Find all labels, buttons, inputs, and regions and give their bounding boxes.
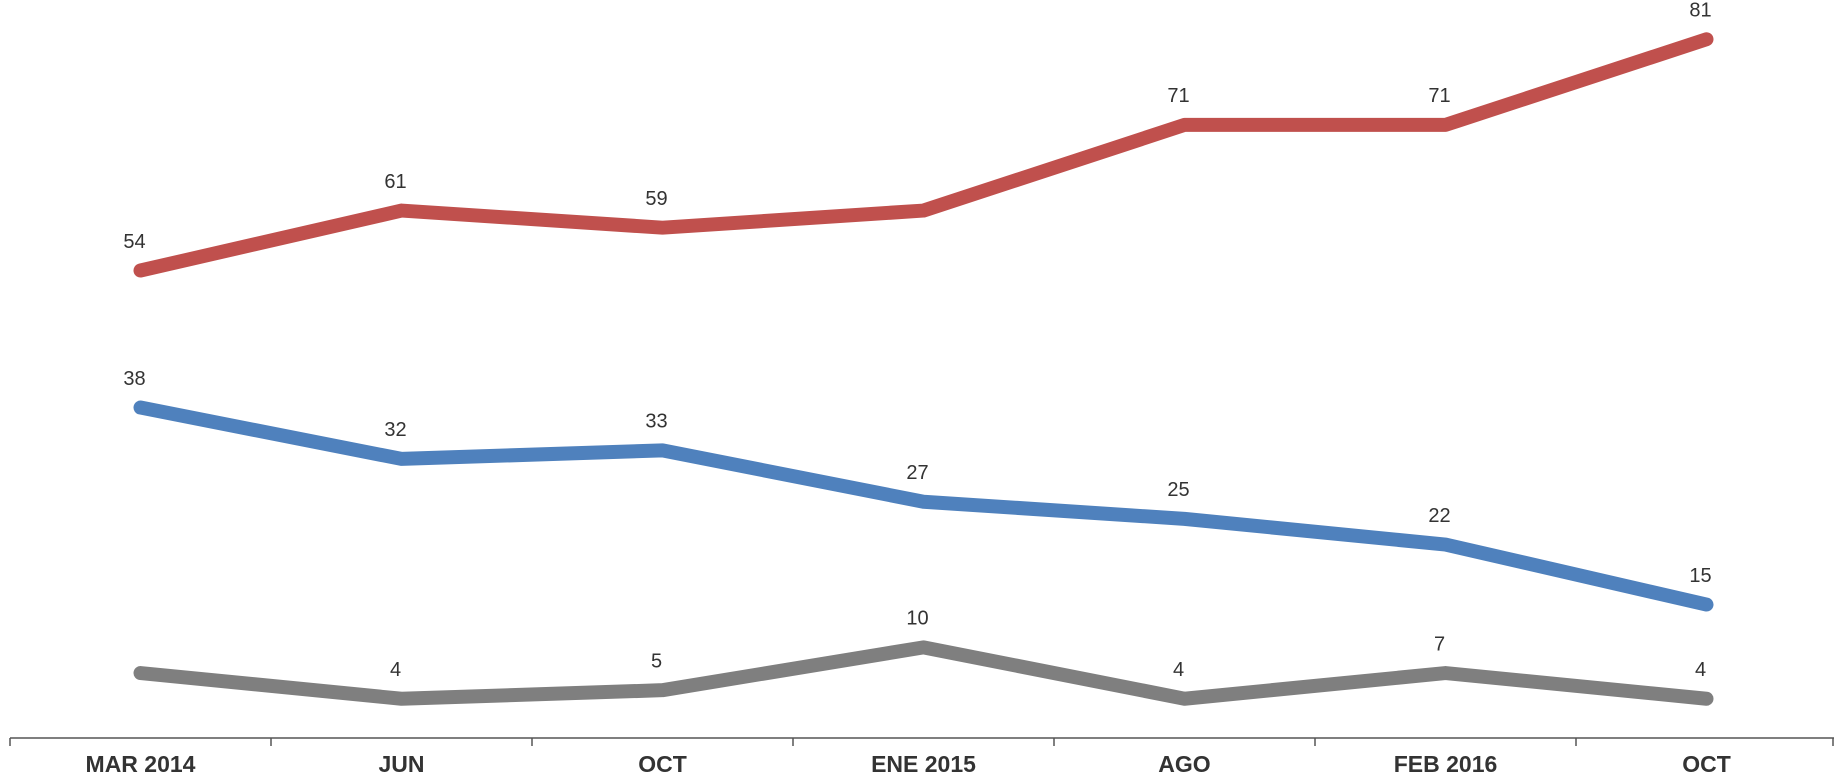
data-label: 22: [1428, 505, 1450, 527]
series-line: [133, 640, 1714, 706]
data-label: 38: [123, 368, 145, 390]
data-label: 81: [1689, 0, 1711, 22]
data-label: 59: [645, 188, 667, 210]
data-label: 4: [1695, 659, 1706, 681]
x-tick-label: AGO: [1158, 751, 1210, 777]
series-line: [133, 32, 1714, 278]
data-label: 7: [1434, 633, 1445, 655]
x-tick-label: ENE 2015: [871, 751, 976, 777]
data-label: 61: [384, 171, 406, 193]
data-label: 71: [1167, 85, 1189, 107]
data-label: 25: [1167, 479, 1189, 501]
data-label: 32: [384, 419, 406, 441]
series-line: [133, 400, 1714, 612]
x-tick-label: OCT: [638, 751, 687, 777]
x-tick-label: FEB 2016: [1394, 751, 1498, 777]
data-label: 4: [1173, 659, 1184, 681]
data-label: 15: [1689, 565, 1711, 587]
data-label: 4: [390, 659, 401, 681]
data-label: 54: [123, 231, 145, 253]
x-tick-label: JUN: [378, 751, 424, 777]
data-label: 33: [645, 411, 667, 433]
x-tick-label: OCT: [1682, 751, 1731, 777]
data-label: 10: [906, 608, 928, 630]
data-label: 5: [651, 650, 662, 672]
data-label: 27: [906, 462, 928, 484]
data-label: 71: [1428, 85, 1450, 107]
x-tick-label: MAR 2014: [86, 751, 196, 777]
